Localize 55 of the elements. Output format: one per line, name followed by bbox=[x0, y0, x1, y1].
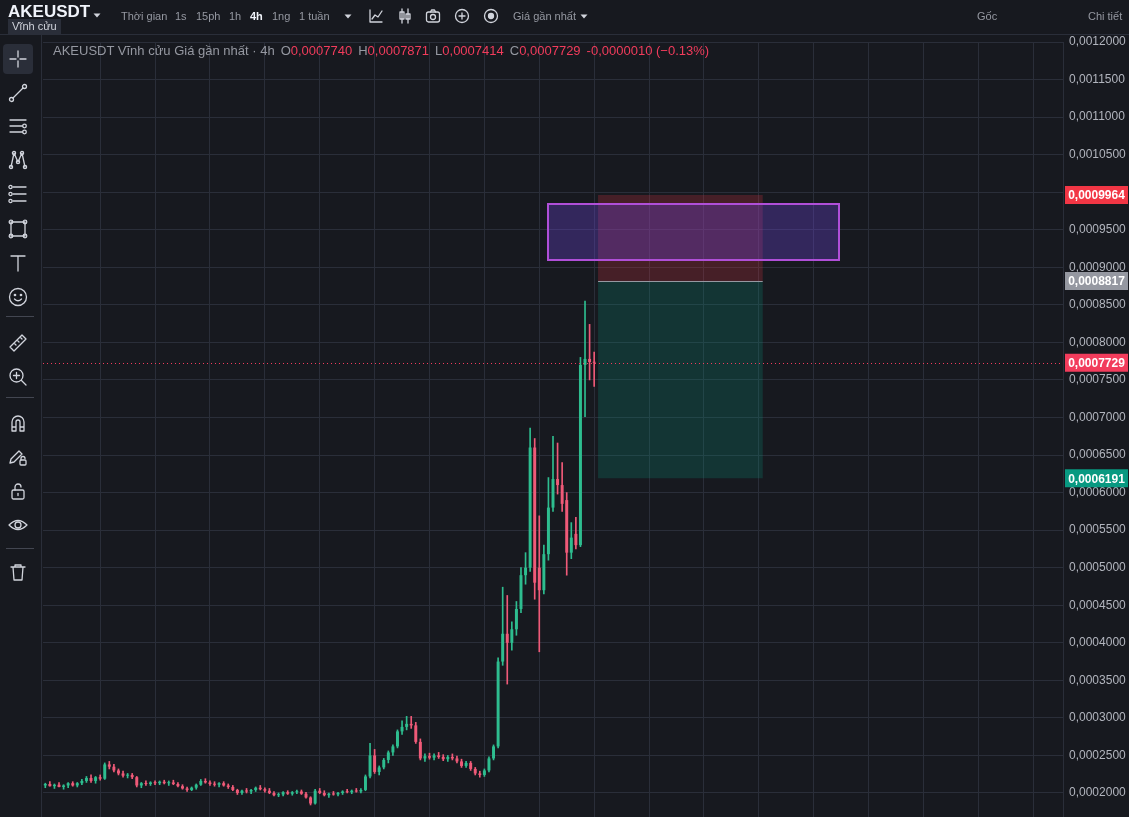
text: Chi tiết bbox=[1088, 9, 1123, 23]
text: 15ph bbox=[196, 9, 221, 23]
ref-line-label: 0,0007729 bbox=[1068, 356, 1126, 371]
y-tick-label: 0,0007500 bbox=[1069, 372, 1127, 387]
text: 0,0006191 bbox=[1068, 471, 1126, 486]
text: Vĩnh cửu bbox=[8, 19, 61, 34]
y-tick-label: 0,0006500 bbox=[1069, 447, 1127, 462]
y-tick-label: 0,0002500 bbox=[1069, 747, 1127, 762]
y-tick-label: 0,0008500 bbox=[1069, 297, 1127, 312]
candlestick bbox=[583, 300, 587, 418]
y-tick-label: 0,0003500 bbox=[1069, 672, 1127, 687]
candlestick bbox=[149, 781, 152, 786]
candlestick bbox=[428, 752, 431, 760]
annotation: C0,0007729 bbox=[509, 43, 581, 58]
candlestick bbox=[354, 788, 358, 793]
y-tick-label: 0,0011500 bbox=[1069, 71, 1126, 86]
candlestick bbox=[460, 758, 464, 768]
text: 0,0008817 bbox=[1068, 274, 1126, 289]
annotation: H0,0007871 bbox=[358, 43, 430, 58]
candlestick bbox=[363, 774, 367, 792]
text: 1s bbox=[175, 9, 187, 23]
candlestick bbox=[116, 768, 120, 776]
text: 1 tuần bbox=[299, 9, 330, 23]
y-tick-label: 0,0009500 bbox=[1069, 222, 1127, 237]
candlestick bbox=[592, 351, 596, 387]
y-tick-label: 0,0005500 bbox=[1069, 522, 1127, 537]
text: 0,0009964 bbox=[1068, 188, 1126, 203]
y-tick-label: 0,0005000 bbox=[1069, 559, 1127, 574]
text: Thời gian bbox=[121, 9, 168, 23]
y-tick-label: 0,0008000 bbox=[1069, 334, 1127, 349]
y-tick-label: 0,0004500 bbox=[1069, 597, 1127, 612]
text: 4h bbox=[250, 9, 263, 23]
text: Gốc bbox=[977, 9, 998, 23]
y-tick-label: 0,0009000 bbox=[1069, 259, 1127, 274]
text: 1ng bbox=[272, 9, 291, 23]
annotation: L0,0007414 bbox=[435, 43, 504, 58]
annotation: -0,0000010 (−0.13%) bbox=[586, 43, 710, 58]
y-tick-label: 0,0012000 bbox=[1069, 34, 1127, 49]
y-tick-label: 0,0011000 bbox=[1069, 109, 1126, 124]
chart-subtitle: AKEUSDT Vĩnh cửu Giá gần nhất · 4h bbox=[53, 43, 275, 58]
y-tick-label: 0,0010500 bbox=[1069, 146, 1127, 161]
candlestick bbox=[213, 781, 217, 787]
text: Giá gần nhất bbox=[513, 9, 576, 23]
candlestick bbox=[505, 595, 509, 685]
y-tick-label: 0,0006000 bbox=[1069, 484, 1127, 499]
candlestick bbox=[396, 729, 399, 749]
text: 1h bbox=[229, 9, 242, 23]
y-tick-label: 0,0004000 bbox=[1069, 635, 1127, 650]
y-tick-label: 0,0007000 bbox=[1069, 409, 1127, 424]
candlestick bbox=[537, 515, 541, 653]
candlestick bbox=[478, 770, 482, 778]
annotation: O0,0007740 bbox=[280, 43, 353, 58]
chart-title: AKEUSDT bbox=[8, 2, 91, 21]
y-tick-label: 0,0003000 bbox=[1069, 710, 1127, 725]
y-tick-label: 0,0002000 bbox=[1069, 785, 1127, 800]
